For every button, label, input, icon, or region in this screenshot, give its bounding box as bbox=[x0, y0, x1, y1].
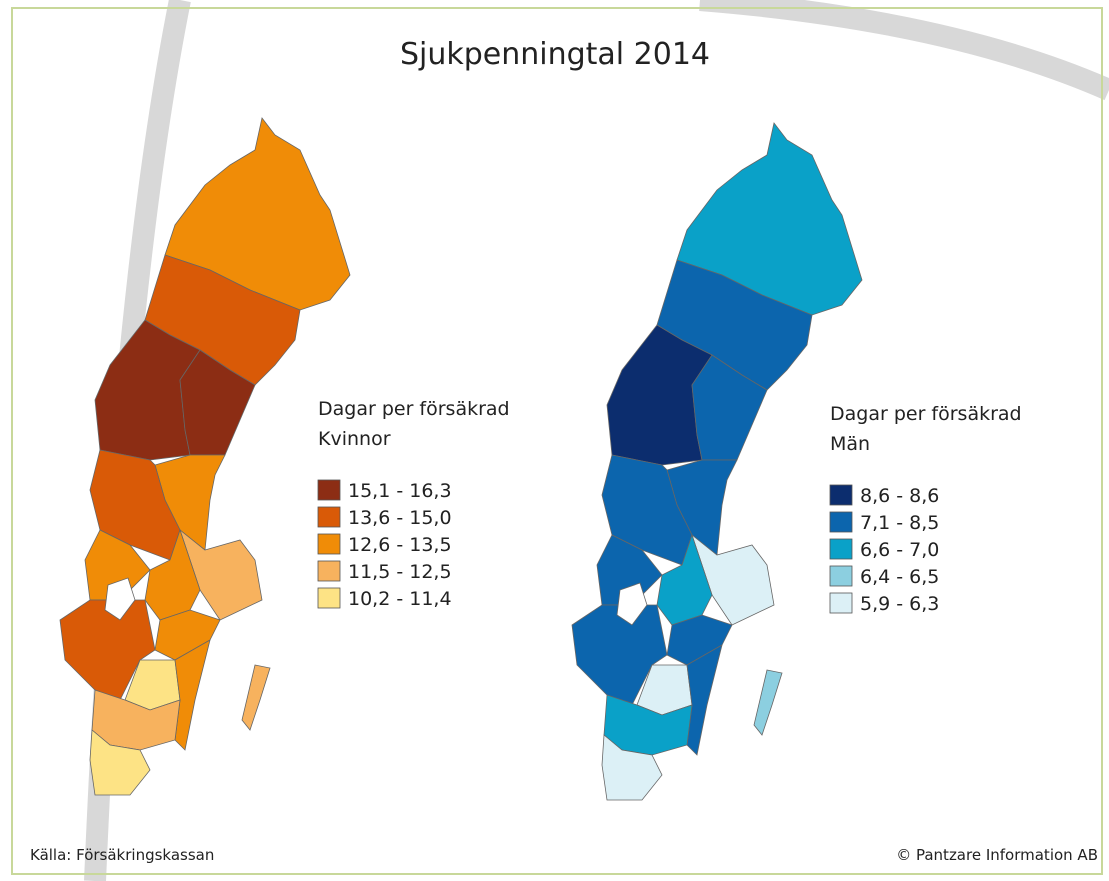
lake bbox=[104, 577, 136, 621]
copyright: © Pantzare Information AB bbox=[896, 846, 1098, 864]
source: Källa: Försäkringskassan bbox=[30, 846, 214, 864]
region bbox=[89, 729, 151, 796]
legend-title: Kvinnor bbox=[318, 428, 391, 450]
legend-swatch bbox=[829, 592, 853, 614]
region bbox=[241, 664, 271, 731]
legend-label: 5,9 - 6,3 bbox=[860, 593, 939, 615]
region bbox=[144, 528, 201, 621]
frame bbox=[11, 7, 1103, 875]
legend-label: 15,1 - 16,3 bbox=[348, 480, 452, 502]
legend-swatch bbox=[317, 506, 341, 528]
title: Sjukpenningtal 2014 bbox=[400, 37, 710, 72]
region bbox=[656, 533, 713, 626]
legend-label: 6,4 - 6,5 bbox=[860, 566, 939, 588]
legend-label: 10,2 - 11,4 bbox=[348, 588, 452, 610]
legend-swatch bbox=[829, 565, 853, 587]
legend-swatch bbox=[829, 538, 853, 560]
legend-label: 11,5 - 12,5 bbox=[348, 561, 452, 583]
decor-arc bbox=[699, 0, 1109, 101]
legend-swatch bbox=[829, 484, 853, 506]
legend-label: 8,6 - 8,6 bbox=[860, 485, 939, 507]
maps: Dagar per försäkrad Kvinnor 15,1 - 16,3 13,… bbox=[59, 117, 1022, 801]
legend-swatch bbox=[317, 560, 341, 582]
legend-swatch bbox=[829, 511, 853, 533]
legend-swatch bbox=[317, 587, 341, 609]
legend-label: 6,6 - 7,0 bbox=[860, 539, 939, 561]
legend-label: 13,6 - 15,0 bbox=[348, 507, 452, 529]
legend-title: Dagar per försäkrad bbox=[318, 398, 510, 420]
legend-swatch bbox=[317, 533, 341, 555]
legend-title: Män bbox=[830, 433, 870, 455]
region bbox=[753, 669, 783, 736]
legend-label: 7,1 - 8,5 bbox=[860, 512, 939, 534]
region bbox=[601, 734, 663, 801]
legend-label: 12,6 - 13,5 bbox=[348, 534, 452, 556]
lake bbox=[616, 582, 648, 626]
legend-title: Dagar per försäkrad bbox=[830, 403, 1022, 425]
legend-swatch bbox=[317, 479, 341, 501]
